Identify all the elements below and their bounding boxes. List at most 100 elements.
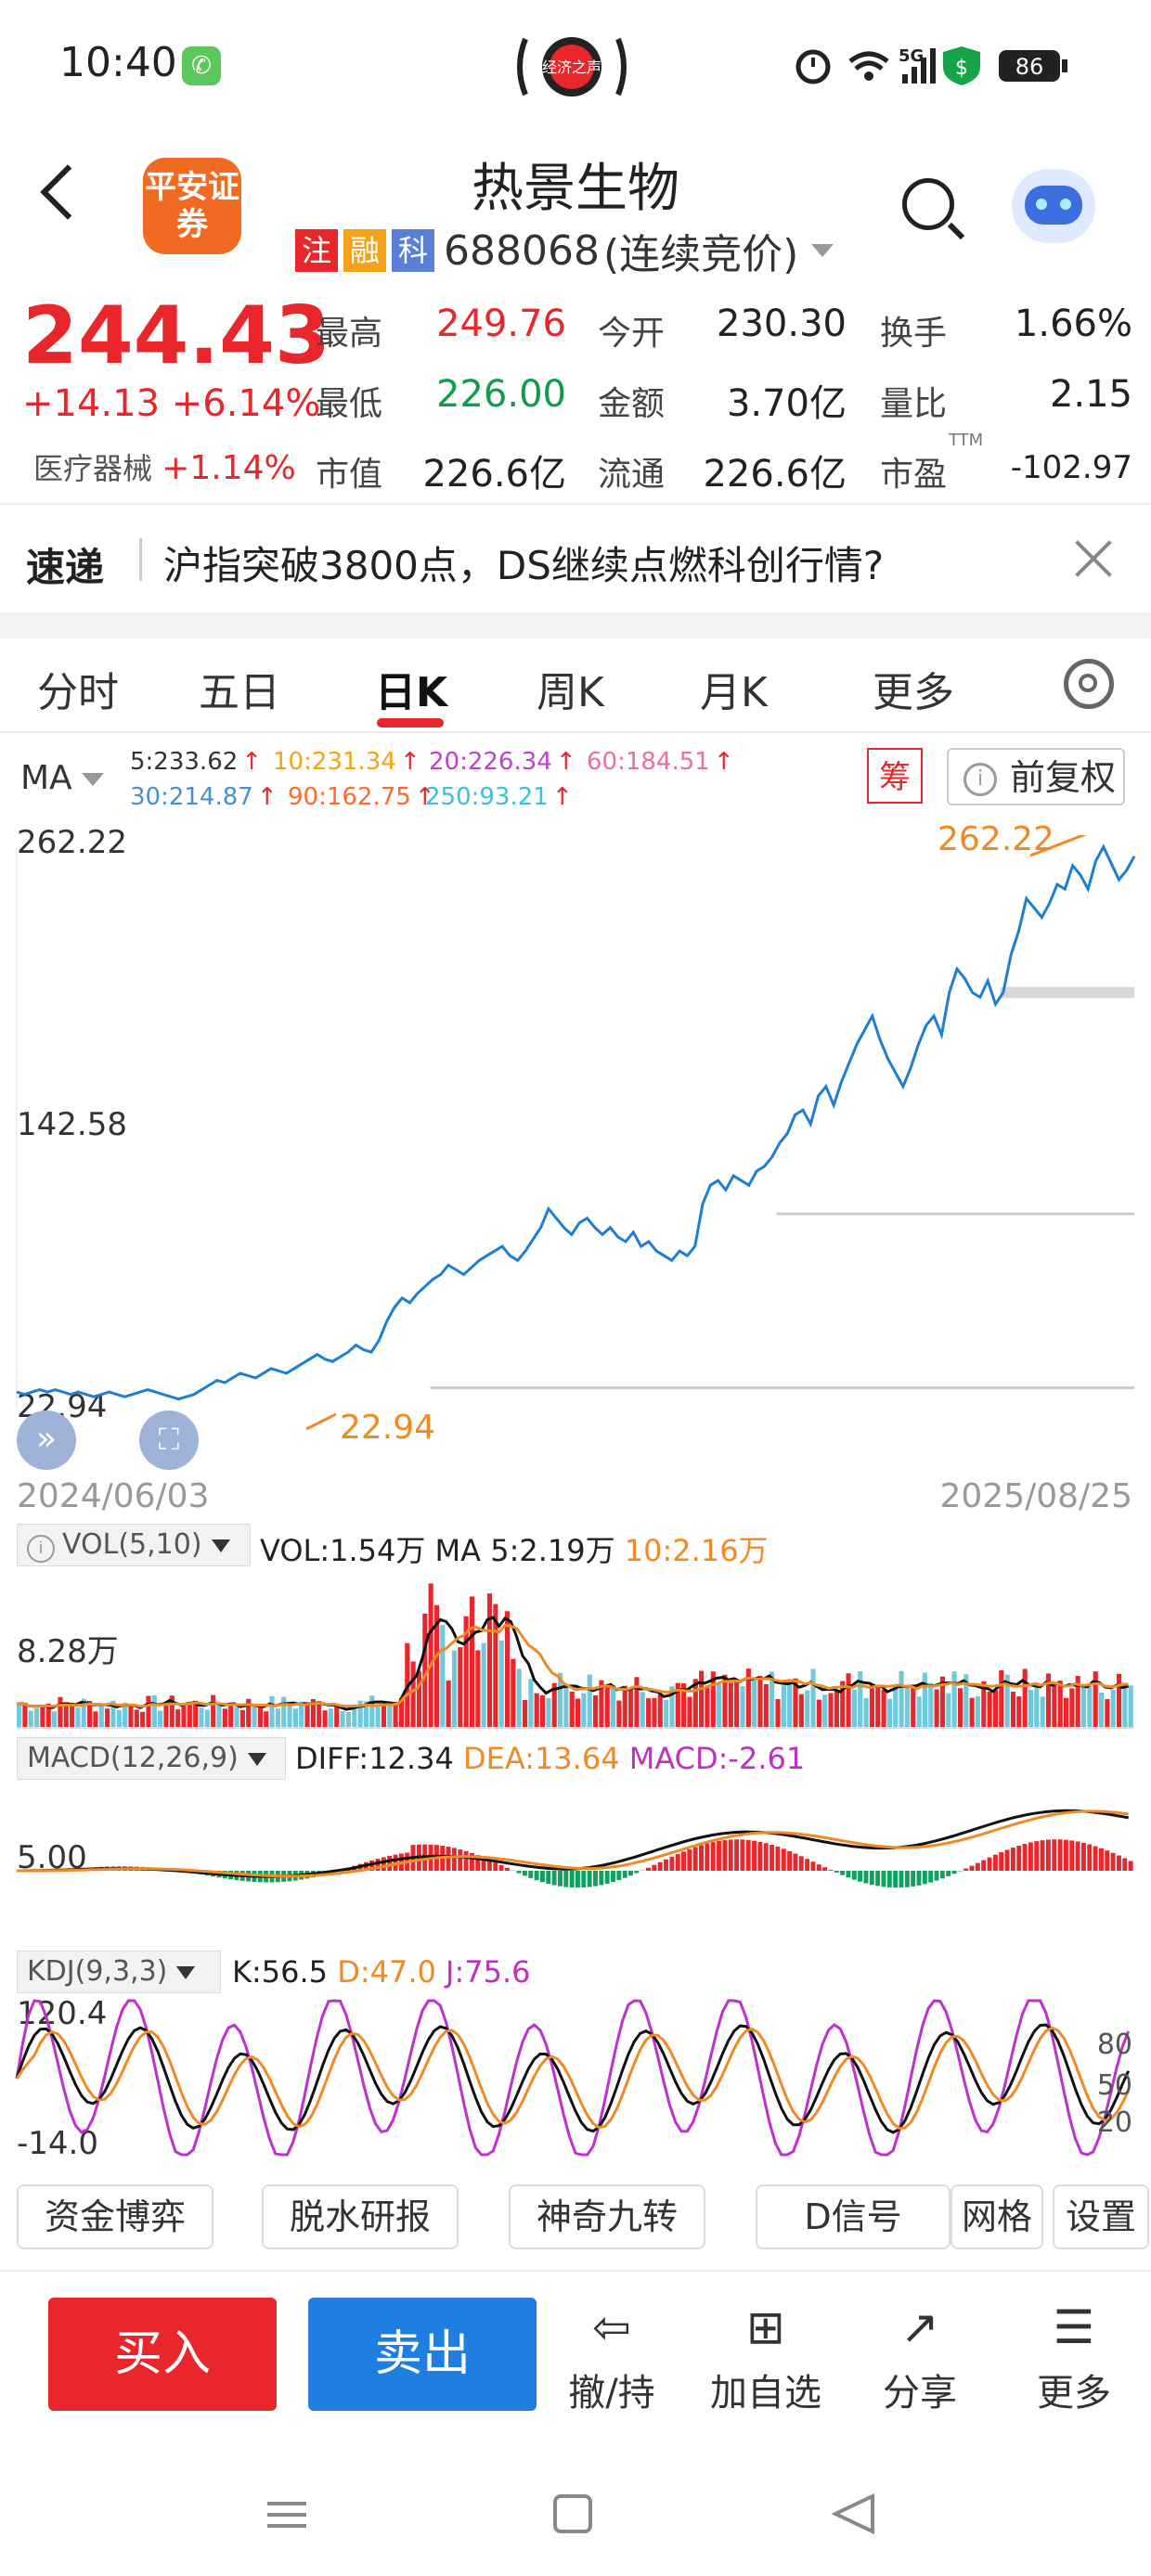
ma-value: 90:162.75↑ xyxy=(288,783,435,811)
bottom-action-1[interactable]: ⊞加自选 xyxy=(724,2298,808,2416)
macd-values: DIFF:12.34 DEA:13.64 MACD:-2.61 xyxy=(295,1741,805,1776)
macd-bar xyxy=(752,1841,757,1871)
volume-bar xyxy=(935,1690,939,1728)
active-tab-indicator xyxy=(377,718,444,728)
min-price-pointer xyxy=(306,1414,336,1429)
tab-4[interactable]: 月K xyxy=(700,659,768,718)
volume-bar xyxy=(923,1673,927,1728)
macd-bar xyxy=(905,1871,910,1887)
volume-bar xyxy=(246,1699,251,1728)
tool-button-4[interactable]: 网格 xyxy=(951,2184,1043,2249)
volume-bar xyxy=(446,1681,451,1728)
volume-bar xyxy=(40,1705,45,1728)
volume-bar xyxy=(188,1703,192,1728)
volume-bar xyxy=(1023,1669,1028,1728)
tool-button-1[interactable]: 脱水研报 xyxy=(262,2184,459,2249)
gear-icon[interactable] xyxy=(1064,659,1114,709)
macd-indicator-selector[interactable]: MACD(12,26,9) xyxy=(17,1737,286,1780)
macd-bar xyxy=(669,1857,674,1871)
macd-bar xyxy=(646,1868,651,1871)
battery-level: 86 xyxy=(1015,54,1044,80)
volume-bar xyxy=(782,1685,786,1728)
stock-tag: 融 xyxy=(343,229,386,272)
news-ticker[interactable]: 速递 沪指突破3800点，DS继续点燃科创行情? xyxy=(0,509,1151,611)
kdj-k: K:56.5 xyxy=(232,1954,328,1990)
x-start-date: 2024/06/03 xyxy=(17,1477,210,1515)
macd-bar xyxy=(946,1871,951,1876)
volume-bar xyxy=(346,1712,351,1728)
macd-chart[interactable] xyxy=(0,1782,1151,1949)
price-change: +14.13 +6.14% xyxy=(22,382,320,425)
ma-selector[interactable]: MA xyxy=(20,759,104,797)
tab-5[interactable]: 更多 xyxy=(873,659,954,718)
tool-button-2[interactable]: 神奇九转 xyxy=(509,2184,705,2249)
ma-value: 30:214.87↑ xyxy=(130,783,278,811)
volume-bar xyxy=(846,1673,850,1728)
macd-bar xyxy=(846,1871,850,1877)
macd-bar xyxy=(981,1861,986,1871)
macd-bar xyxy=(810,1861,815,1871)
quote-field-value: 3.70亿 xyxy=(727,373,847,427)
ma-value: 20:226.34↑ xyxy=(429,748,576,776)
kdj-chart[interactable] xyxy=(0,1995,1151,2162)
macd-bar xyxy=(505,1868,510,1871)
macd-bar xyxy=(1023,1844,1028,1871)
max-price-label: 262.22 xyxy=(938,820,1054,858)
chip-distribution-button[interactable]: 筹 xyxy=(867,748,923,804)
kdj-line xyxy=(17,2001,1129,2155)
expand-left-icon[interactable]: » xyxy=(17,1410,76,1470)
tab-1[interactable]: 五日 xyxy=(199,659,280,718)
vol-ma10: 10:2.16万 xyxy=(625,1533,769,1568)
tab-2[interactable]: 日K xyxy=(375,659,447,718)
bottom-action-0[interactable]: ⇦撤/持 xyxy=(570,2298,653,2416)
buy-button[interactable]: 买入 xyxy=(48,2298,277,2411)
tab-0[interactable]: 分时 xyxy=(37,659,119,718)
close-icon[interactable] xyxy=(1067,533,1119,585)
quote-field-label: 流通 xyxy=(598,447,665,496)
kdj-values: K:56.5 D:47.0 J:75.6 xyxy=(232,1954,531,1990)
tool-button-3[interactable]: D信号 xyxy=(756,2184,951,2249)
news-message[interactable]: 沪指突破3800点，DS继续点燃科创行情? xyxy=(163,535,884,591)
macd-label: MACD(12,26,9) xyxy=(27,1742,239,1774)
fullscreen-icon[interactable]: ⛶ xyxy=(139,1410,199,1470)
price-chart[interactable] xyxy=(0,835,1151,1466)
macd-bar xyxy=(775,1847,780,1871)
bottom-action-3[interactable]: ☰更多 xyxy=(1032,2298,1116,2416)
wifi-icon xyxy=(850,54,887,81)
macd-bar xyxy=(563,1871,568,1887)
volume-bar xyxy=(394,1705,398,1728)
volume-bar xyxy=(240,1710,245,1728)
robot-assistant-icon[interactable] xyxy=(1012,169,1095,243)
chevron-down-icon[interactable] xyxy=(811,244,834,257)
volume-bar xyxy=(905,1687,910,1728)
volume-chart[interactable] xyxy=(0,1568,1151,1733)
tab-3[interactable]: 周K xyxy=(537,659,604,718)
sector-info[interactable]: 医疗器械 +1.14% xyxy=(33,445,296,488)
macd-bar xyxy=(570,1871,575,1887)
volume-bar xyxy=(999,1670,1003,1728)
volume-bar xyxy=(329,1708,333,1728)
search-icon[interactable] xyxy=(902,178,954,230)
macd-bar xyxy=(605,1871,610,1884)
volume-bar xyxy=(475,1650,480,1728)
macd-bar xyxy=(840,1871,845,1875)
macd-bar xyxy=(882,1871,886,1887)
tool-button-5[interactable]: 设置 xyxy=(1053,2184,1149,2249)
sell-button[interactable]: 卖出 xyxy=(308,2298,537,2411)
macd-bar xyxy=(834,1871,839,1873)
tool-button-0[interactable]: 资金博弈 xyxy=(17,2184,213,2249)
menu-icon xyxy=(267,2502,306,2528)
stock-code: 688068 xyxy=(444,227,600,275)
volume-bar xyxy=(705,1686,709,1728)
kdj-indicator-selector[interactable]: KDJ(9,3,3) xyxy=(17,1951,221,1993)
volume-bar xyxy=(1117,1674,1121,1728)
volume-bar xyxy=(870,1685,874,1728)
bottom-action-2[interactable]: ↗分享 xyxy=(878,2298,962,2416)
macd-bar xyxy=(917,1871,922,1886)
volume-bar xyxy=(605,1687,610,1728)
quote-field-value: 2.15 xyxy=(1050,373,1132,416)
volume-bar xyxy=(175,1709,180,1728)
